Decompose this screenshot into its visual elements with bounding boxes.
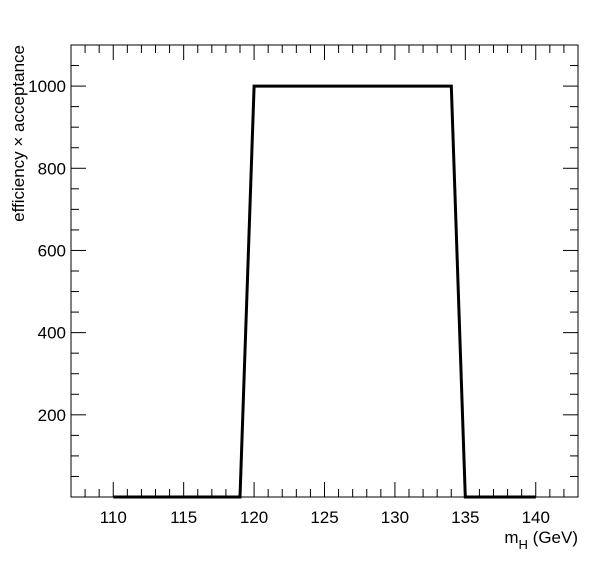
x-axis-title: mH (GeV) [504,528,578,552]
x-tick-label: 140 [522,508,550,527]
series-line [113,84,536,499]
x-tick-label: 130 [381,508,409,527]
y-tick-label: 600 [38,241,66,260]
x-axis-tick-labels: 110 115 120 125 130 135 140 [100,508,550,527]
y-tick-label: 1000 [28,77,66,96]
x-tick-label: 125 [310,508,338,527]
y-tick-label: 400 [38,324,66,343]
x-tick-label: 115 [170,508,197,527]
y-axis-ticks [71,44,578,477]
x-tick-label: 135 [451,508,479,527]
x-tick-label: 120 [240,508,268,527]
y-axis-title: efficiency × acceptance [9,45,28,222]
y-tick-label: 200 [38,406,66,425]
x-tick-label: 110 [100,508,127,527]
y-axis-tick-labels: 200 400 600 800 1000 [28,77,66,425]
y-tick-label: 800 [38,159,66,178]
